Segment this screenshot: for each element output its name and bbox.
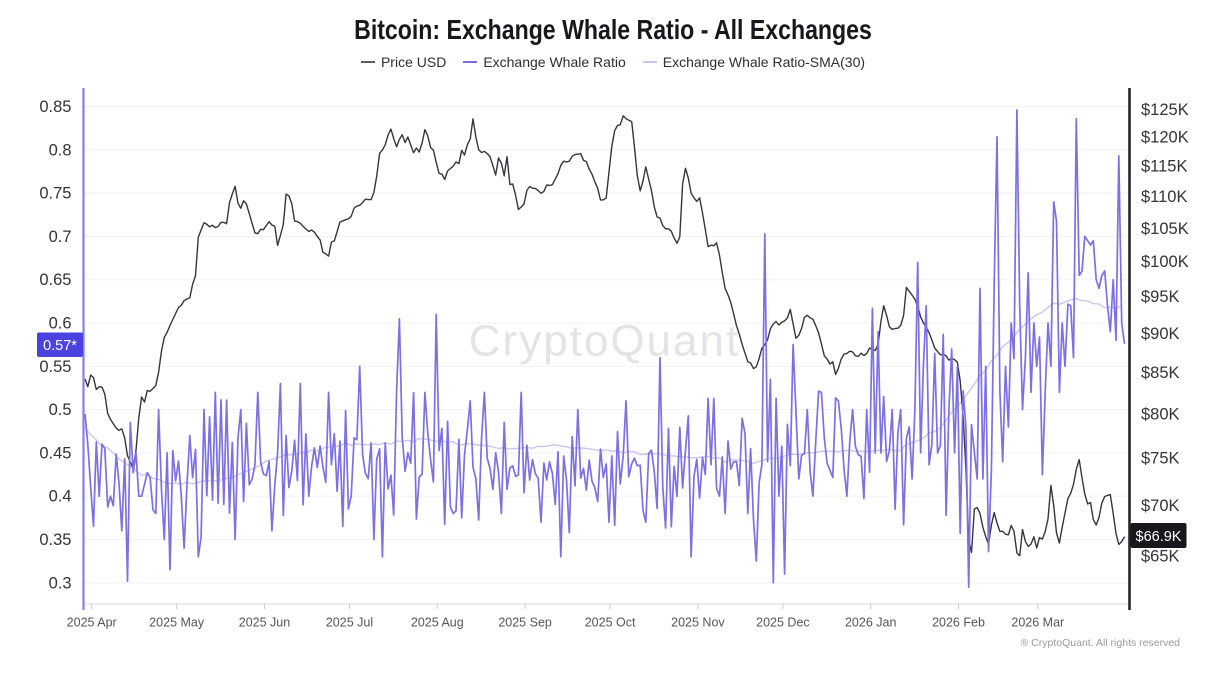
svg-text:2025 Aug: 2025 Aug (411, 616, 464, 630)
svg-text:$90K: $90K (1141, 325, 1180, 343)
svg-text:0.35: 0.35 (39, 531, 71, 549)
svg-text:0.3: 0.3 (49, 574, 72, 592)
svg-text:$85K: $85K (1141, 364, 1180, 382)
svg-text:0.57*: 0.57* (43, 338, 77, 354)
svg-text:$105K: $105K (1141, 220, 1189, 238)
svg-text:$95K: $95K (1141, 288, 1180, 306)
svg-text:0.75: 0.75 (39, 185, 71, 203)
svg-text:2025 May: 2025 May (149, 616, 205, 630)
svg-text:$125K: $125K (1141, 101, 1189, 119)
svg-text:0.45: 0.45 (39, 444, 71, 462)
svg-text:0.55: 0.55 (39, 358, 71, 376)
svg-text:2025 Dec: 2025 Dec (756, 616, 810, 630)
svg-text:$75K: $75K (1141, 450, 1180, 468)
svg-text:$110K: $110K (1141, 188, 1188, 206)
svg-text:0.5: 0.5 (49, 401, 72, 419)
svg-text:2025 Nov: 2025 Nov (671, 616, 725, 630)
svg-text:2025 Apr: 2025 Apr (67, 616, 117, 630)
svg-text:0.7: 0.7 (49, 228, 72, 246)
svg-text:2026 Jan: 2026 Jan (845, 616, 896, 630)
svg-text:$115K: $115K (1141, 158, 1188, 176)
svg-text:$65K: $65K (1141, 547, 1180, 565)
svg-text:$120K: $120K (1141, 129, 1189, 147)
svg-text:2026 Feb: 2026 Feb (932, 616, 985, 630)
svg-text:2025 Jun: 2025 Jun (239, 616, 290, 630)
svg-text:$70K: $70K (1141, 497, 1180, 515)
svg-text:2025 Oct: 2025 Oct (585, 616, 636, 630)
svg-text:0.8: 0.8 (49, 141, 72, 159)
svg-text:CryptoQuant: CryptoQuant (469, 317, 740, 366)
svg-text:0.6: 0.6 (49, 315, 72, 333)
svg-text:2025 Jul: 2025 Jul (326, 616, 373, 630)
svg-text:$80K: $80K (1141, 406, 1180, 424)
svg-text:$100K: $100K (1141, 253, 1189, 271)
svg-text:0.65: 0.65 (39, 271, 71, 289)
svg-text:$66.9K: $66.9K (1136, 529, 1182, 545)
svg-text:2025 Sep: 2025 Sep (498, 616, 552, 630)
svg-text:0.4: 0.4 (49, 488, 72, 506)
svg-text:0.85: 0.85 (39, 98, 71, 116)
svg-text:2026 Mar: 2026 Mar (1011, 616, 1064, 630)
